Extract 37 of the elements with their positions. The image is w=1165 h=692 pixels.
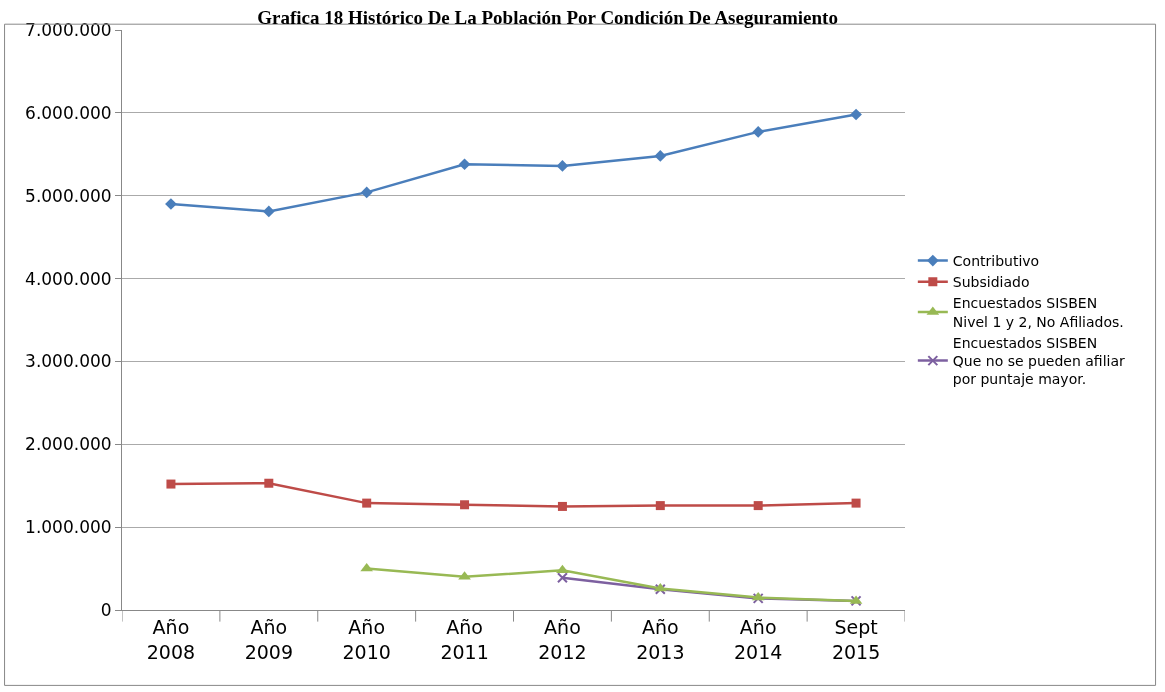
point — [362, 498, 372, 508]
point — [557, 501, 567, 511]
y-tick-label: 7.000.000 — [25, 19, 112, 40]
point — [655, 501, 665, 511]
x-tick-label: Año 2010 — [342, 615, 391, 663]
x-tick-label: Año 2013 — [636, 615, 685, 663]
chart-title: Grafica 18 Histórico De La Población Por Condición De Aseguramiento — [257, 6, 838, 28]
point — [264, 478, 274, 488]
legend-label: Encuestados SISBEN Que no se pueden afiliar por puntaje mayor. — [952, 334, 1125, 388]
y-tick-label: 2.000.000 — [25, 434, 112, 455]
x-tick-label: Año 2014 — [734, 615, 783, 663]
point — [850, 108, 862, 121]
point — [851, 498, 861, 508]
x-tick-label: Sept 2015 — [831, 615, 881, 663]
legend-label: Encuestados SISBEN Nivel 1 y 2, No Afiliados. — [952, 295, 1124, 330]
point — [458, 158, 471, 171]
y-tick-label: 4.000.000 — [25, 268, 112, 289]
point — [460, 500, 470, 510]
point — [556, 160, 569, 172]
y-tick-label: 0 — [100, 599, 112, 620]
point — [556, 572, 568, 584]
y-tick-label: 5.000.000 — [25, 185, 112, 206]
x-tick-label: Año 2009 — [244, 615, 293, 663]
point — [753, 501, 763, 511]
x-tick-label: Año 2008 — [146, 615, 196, 663]
point — [262, 205, 275, 218]
legend-label: Subsidiado — [952, 274, 1030, 291]
y-tick-label: 6.000.000 — [25, 102, 112, 123]
x-tick-label: Año 2011 — [440, 615, 489, 663]
point — [654, 150, 667, 162]
legend-label: Contributivo — [952, 253, 1040, 270]
point — [166, 479, 176, 489]
y-tick-label: 3.000.000 — [25, 351, 112, 372]
y-tick-label: 1.000.000 — [25, 517, 112, 538]
point — [752, 126, 765, 138]
point — [360, 186, 373, 199]
x-tick-label: Año 2012 — [538, 615, 587, 663]
